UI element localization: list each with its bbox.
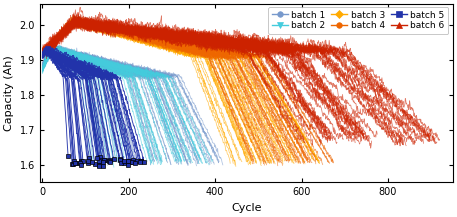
X-axis label: Cycle: Cycle	[231, 203, 262, 213]
Y-axis label: Capacity (Ah): Capacity (Ah)	[4, 55, 14, 131]
Legend: batch 1, batch 2, batch 3, batch 4, batch 5, batch 6: batch 1, batch 2, batch 3, batch 4, batc…	[268, 7, 448, 34]
